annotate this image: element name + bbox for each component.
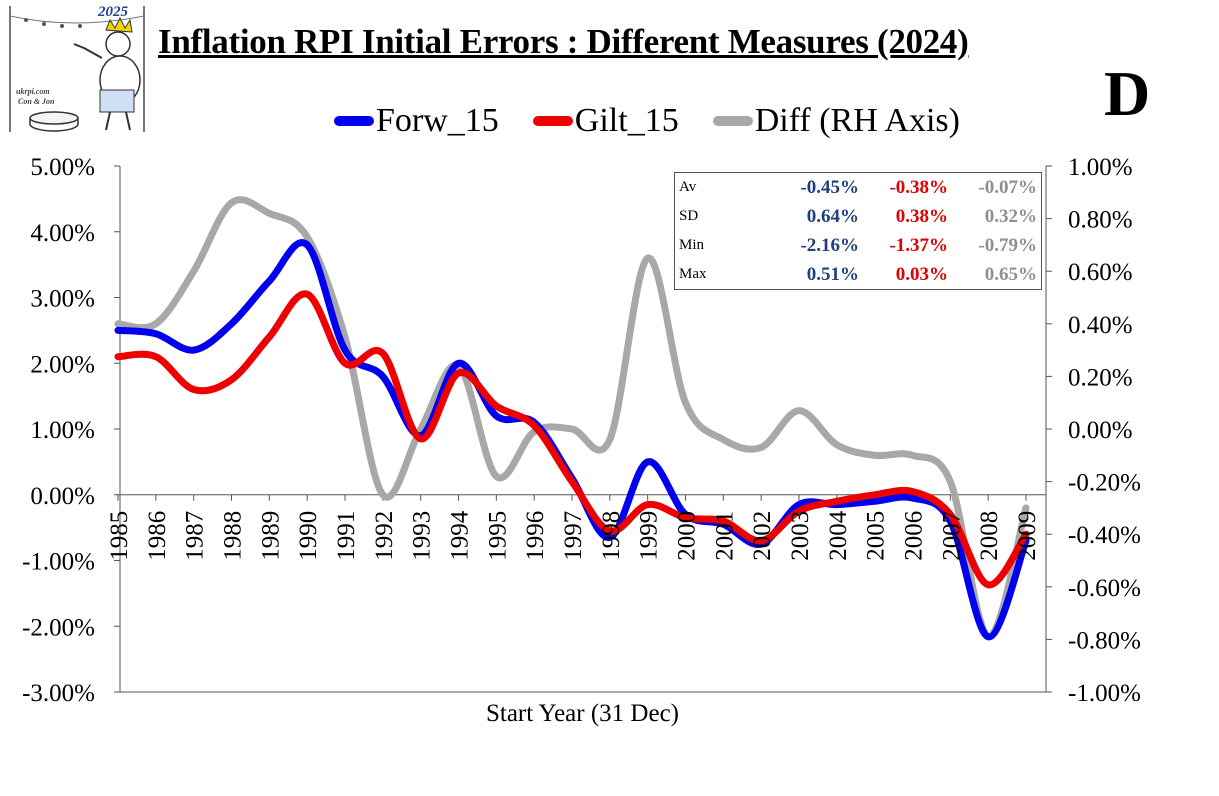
x-tick-label: 2003 — [787, 511, 814, 561]
x-tick-label: 1996 — [522, 511, 549, 561]
legend-swatch-gilt15 — [532, 116, 573, 126]
y-tick-label: -2.00% — [22, 614, 95, 641]
y2-tick-label: -0.80% — [1068, 627, 1141, 654]
y-tick-label: 1.00% — [30, 417, 95, 444]
x-tick-label: 1987 — [182, 511, 209, 561]
stats-value-diff: -0.79% — [978, 235, 1037, 256]
stats-value-forw15: -0.45% — [800, 177, 860, 198]
x-tick-label: 2006 — [901, 511, 928, 561]
x-tick-label: 2000 — [674, 511, 701, 561]
x-tick-label: 2007 — [938, 511, 965, 561]
x-tick-label: 2005 — [863, 511, 890, 561]
stats-table: Av -0.45% -0.38% -0.07% SD 0.64% 0.38% 0… — [674, 172, 1042, 290]
y-tick-label: 4.00% — [30, 220, 95, 247]
chart-title: Inflation RPI Initial Errors : Different… — [158, 22, 969, 61]
legend-label-gilt15: Gilt_15 — [574, 102, 679, 139]
series-line-diff — [114, 196, 1030, 641]
stats-label: Av — [679, 179, 697, 195]
x-tick-label: 1990 — [295, 511, 322, 561]
x-axis-label: Start Year (31 Dec) — [485, 700, 679, 727]
y2-tick-label: -0.20% — [1068, 470, 1141, 497]
x-tick-label: 1989 — [257, 511, 284, 561]
y2-tick-label: -0.40% — [1068, 522, 1141, 549]
page-badge: D — [1104, 58, 1151, 129]
legend-swatch-forw15 — [334, 116, 374, 126]
y2-tick-label: 0.00% — [1068, 417, 1133, 444]
stats-value-diff: -0.07% — [978, 177, 1037, 198]
stats-row-sd: SD 0.64% 0.38% 0.32% — [675, 202, 1042, 231]
y2-tick-label: 0.40% — [1068, 312, 1133, 339]
y-tick-label: -3.00% — [22, 680, 95, 707]
x-tick-label: 1997 — [560, 511, 587, 561]
legend-label-diff: Diff (RH Axis) — [754, 102, 960, 139]
x-tick-label: 1985 — [106, 511, 133, 561]
logo-credit: Con & Jon — [18, 97, 55, 106]
y-tick-label: -1.00% — [22, 549, 95, 576]
x-tick-label: 1993 — [409, 511, 436, 561]
x-tick-label: 2009 — [1014, 511, 1041, 561]
x-tick-label: 1994 — [447, 510, 474, 561]
stats-value-diff: 0.65% — [984, 264, 1037, 285]
chart-legend: Forw_15 Gilt_15 Diff (RH Axis) — [334, 102, 960, 140]
stats-row-av: Av -0.45% -0.38% -0.07% — [675, 173, 1042, 203]
stats-value-forw15: 0.51% — [806, 264, 860, 285]
y2-tick-label: 0.80% — [1068, 207, 1133, 234]
x-tick-label: 2004 — [825, 510, 852, 561]
y-tick-label: 3.00% — [30, 286, 95, 313]
stats-value-forw15: 0.64% — [806, 206, 860, 227]
stats-value-forw15: -2.16% — [800, 235, 860, 256]
x-tick-label: 1999 — [636, 511, 663, 561]
x-tick-label: 2002 — [749, 511, 776, 561]
legend-label-forw15: Forw_15 — [376, 102, 499, 139]
x-tick-label: 1992 — [371, 511, 398, 561]
logo-site: ukrpi.com — [16, 87, 50, 96]
stats-value-gilt15: -0.38% — [889, 177, 949, 198]
x-tick-label: 1991 — [333, 511, 360, 561]
logo-year: 2025 — [97, 4, 129, 20]
stats-value-gilt15: 0.03% — [895, 264, 949, 285]
y-tick-label: 0.00% — [30, 483, 95, 510]
stats-value-diff: 0.32% — [984, 206, 1037, 227]
stats-row-max: Max 0.51% 0.03% 0.65% — [675, 260, 1042, 290]
stats-label: Max — [679, 266, 707, 282]
x-tick-label: 1995 — [484, 511, 511, 561]
x-tick-label: 1986 — [144, 511, 171, 561]
logo-cartoon: 2025 ukrpi.com Con & Jon — [4, 2, 150, 136]
stats-row-min: Min -2.16% -1.37% -0.79% — [675, 231, 1042, 260]
y-tick-label: 2.00% — [30, 351, 95, 378]
series-line-forw15 — [114, 239, 1030, 641]
y2-tick-label: 0.60% — [1068, 259, 1133, 286]
y2-tick-label: 1.00% — [1068, 154, 1133, 181]
x-tick-label: 2001 — [711, 511, 738, 561]
x-tick-label: 1988 — [220, 511, 247, 561]
y2-tick-label: -0.60% — [1068, 575, 1141, 602]
legend-item-diff: Diff (RH Axis) — [712, 102, 960, 140]
x-tick-label: 2008 — [976, 511, 1003, 561]
y2-tick-label: -1.00% — [1068, 680, 1141, 707]
series-line-gilt15 — [114, 290, 1030, 589]
y2-tick-label: 0.20% — [1068, 364, 1133, 391]
stats-value-gilt15: 0.38% — [895, 206, 949, 227]
x-tick-label: 1998 — [598, 511, 625, 561]
stats-value-gilt15: -1.37% — [889, 235, 949, 256]
y-tick-label: 5.00% — [30, 154, 95, 181]
legend-item-gilt15: Gilt_15 — [532, 102, 679, 140]
legend-swatch-diff — [712, 116, 753, 126]
stats-label: SD — [679, 208, 699, 224]
legend-item-forw15: Forw_15 — [334, 102, 499, 140]
stats-label: Min — [679, 237, 705, 253]
